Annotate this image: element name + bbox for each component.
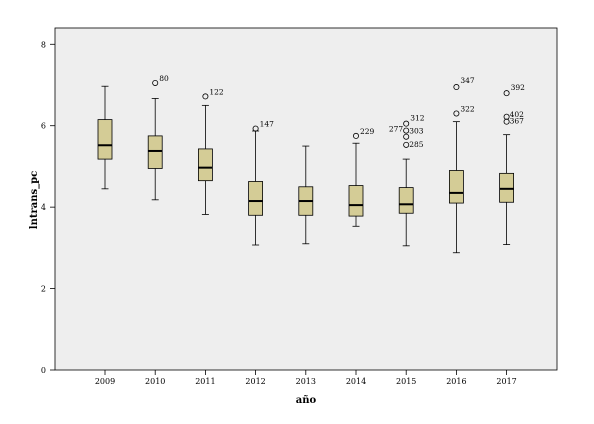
box bbox=[448, 170, 464, 204]
outlier-label: 347 bbox=[460, 76, 475, 85]
box bbox=[348, 185, 364, 217]
x-tick-label: 2012 bbox=[245, 377, 265, 386]
outlier-label: 80 bbox=[159, 74, 169, 83]
x-tick-label: 2016 bbox=[446, 377, 466, 386]
outlier-point bbox=[453, 84, 460, 91]
outlier-point bbox=[403, 141, 410, 148]
x-tick-label: 2010 bbox=[145, 377, 165, 386]
outlier-label: 122 bbox=[209, 87, 224, 96]
box bbox=[248, 181, 264, 216]
outlier-label: 367 bbox=[510, 117, 525, 126]
box bbox=[97, 119, 113, 160]
outlier-label: 277 bbox=[389, 125, 404, 134]
outlier-point bbox=[503, 118, 510, 125]
box-group bbox=[197, 93, 213, 215]
y-axis-title: lntrans_pc bbox=[29, 171, 40, 229]
box-group bbox=[97, 85, 113, 190]
y-axis: 0 2 4 6 8 bbox=[41, 40, 55, 375]
x-tick-label: 2013 bbox=[296, 377, 316, 386]
x-tick-label: 2015 bbox=[396, 377, 416, 386]
box bbox=[197, 148, 213, 182]
outlier-label: 285 bbox=[409, 140, 424, 149]
outlier-label: 147 bbox=[260, 120, 275, 129]
x-tick-label: 2014 bbox=[346, 377, 366, 386]
box-group bbox=[348, 132, 364, 227]
box-group bbox=[248, 125, 264, 246]
x-tick-label: 2009 bbox=[95, 377, 115, 386]
outlier-point bbox=[202, 93, 209, 100]
y-tick-label: 0 bbox=[41, 366, 46, 375]
box-group bbox=[298, 145, 314, 245]
outlier-label: 402 bbox=[510, 110, 525, 119]
box-group bbox=[398, 120, 414, 247]
box bbox=[398, 187, 414, 214]
outlier-label: 229 bbox=[360, 127, 375, 136]
outlier-point bbox=[503, 90, 510, 97]
outlier-point bbox=[252, 125, 259, 132]
box bbox=[499, 172, 515, 203]
x-axis-title: año bbox=[296, 395, 317, 406]
outlier-label: 392 bbox=[511, 83, 526, 92]
box-group bbox=[448, 84, 464, 254]
outlier-label: 303 bbox=[409, 127, 424, 136]
outlier-point bbox=[352, 132, 359, 139]
outlier-point bbox=[453, 110, 460, 117]
box bbox=[147, 135, 163, 169]
x-tick-label: 2017 bbox=[496, 377, 516, 386]
outlier-label: 312 bbox=[410, 114, 425, 123]
box-group bbox=[499, 90, 515, 246]
outlier-label: 322 bbox=[460, 105, 475, 114]
outlier-point bbox=[403, 133, 410, 140]
x-tick-label: 2011 bbox=[195, 377, 215, 386]
outlier-point bbox=[403, 120, 410, 127]
box-group bbox=[147, 79, 163, 201]
x-axis: 2009 2010 2011 2012 2013 2014 2015 2016 2017 bbox=[95, 370, 517, 386]
y-tick-label: 4 bbox=[41, 203, 46, 212]
outlier-point bbox=[403, 127, 410, 134]
y-tick-label: 2 bbox=[41, 285, 46, 294]
y-tick-label: 8 bbox=[41, 40, 46, 49]
outlier-point bbox=[152, 79, 159, 86]
y-tick-label: 6 bbox=[41, 122, 46, 131]
